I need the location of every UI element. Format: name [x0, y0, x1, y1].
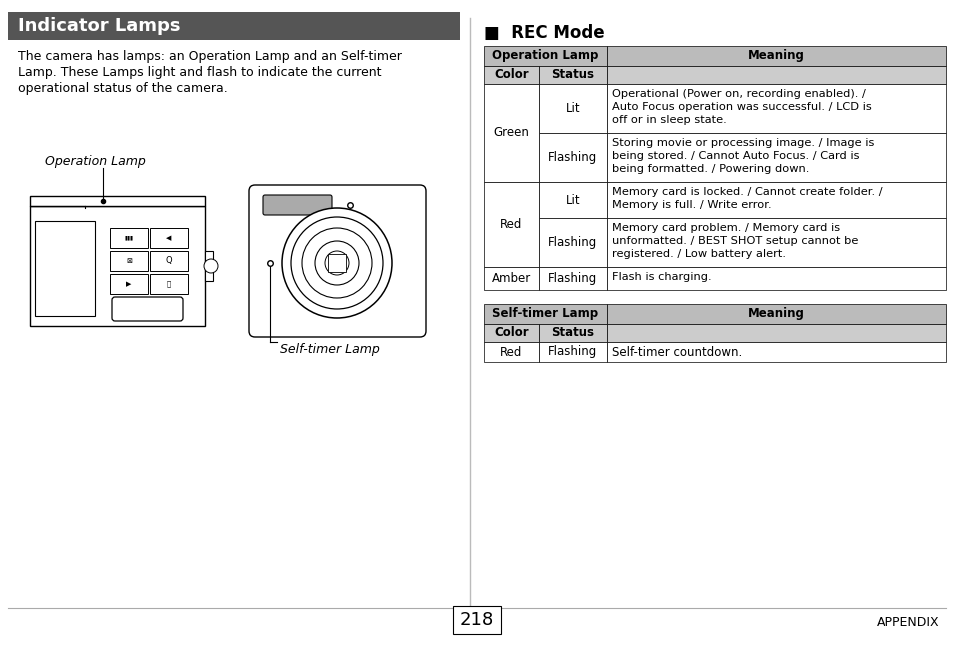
Text: Operation Lamp: Operation Lamp [492, 50, 598, 63]
Bar [538, 84, 606, 133]
Bar [606, 133, 945, 182]
Bar [483, 182, 538, 267]
Text: off or in sleep state.: off or in sleep state. [612, 115, 726, 125]
Bar [328, 254, 346, 272]
Text: ◀: ◀ [166, 235, 172, 241]
Bar [538, 133, 606, 182]
Text: Meaning: Meaning [747, 50, 804, 63]
Text: Storing movie or processing image. / Image is: Storing movie or processing image. / Ima… [612, 138, 874, 148]
Bar [606, 304, 945, 324]
Text: unformatted. / BEST SHOT setup cannot be: unformatted. / BEST SHOT setup cannot be [612, 236, 858, 246]
Text: ■  REC Mode: ■ REC Mode [483, 24, 604, 42]
Text: Self-timer Lamp: Self-timer Lamp [280, 342, 379, 355]
Circle shape [314, 241, 358, 285]
Text: Flashing: Flashing [548, 346, 597, 359]
Text: ⊠: ⊠ [126, 258, 132, 264]
Bar [8, 12, 459, 40]
Text: Color: Color [494, 326, 528, 340]
Text: Operation Lamp: Operation Lamp [45, 154, 146, 167]
Bar [35, 221, 95, 316]
Bar [538, 218, 606, 267]
Text: Status: Status [551, 326, 594, 340]
Text: Color: Color [494, 68, 528, 81]
Text: Lit: Lit [565, 102, 579, 115]
Circle shape [204, 259, 218, 273]
Bar [606, 46, 945, 66]
Bar [606, 84, 945, 133]
Bar [483, 84, 538, 182]
Circle shape [302, 228, 372, 298]
Text: Operational (Power on, recording enabled). /: Operational (Power on, recording enabled… [612, 89, 865, 99]
Bar [538, 267, 606, 290]
Circle shape [291, 217, 382, 309]
Circle shape [325, 251, 349, 275]
Text: Indicator Lamps: Indicator Lamps [18, 17, 180, 35]
FancyBboxPatch shape [249, 185, 426, 337]
Text: 218: 218 [459, 611, 494, 629]
Bar [30, 196, 205, 206]
Bar [483, 324, 538, 342]
Bar [110, 228, 148, 248]
Text: Flashing: Flashing [548, 272, 597, 285]
Bar [606, 324, 945, 342]
Bar [538, 324, 606, 342]
Text: Q: Q [166, 256, 172, 266]
Text: Lit: Lit [565, 194, 579, 207]
Text: ⬛: ⬛ [167, 281, 171, 287]
Bar [606, 218, 945, 267]
Bar [150, 228, 188, 248]
Text: Amber: Amber [492, 272, 531, 285]
Text: Red: Red [499, 218, 522, 231]
Circle shape [282, 208, 392, 318]
Bar [606, 182, 945, 218]
Text: Flashing: Flashing [548, 151, 597, 164]
Text: Green: Green [493, 127, 529, 140]
Bar [538, 182, 606, 218]
Text: registered. / Low battery alert.: registered. / Low battery alert. [612, 249, 785, 259]
Bar [150, 251, 188, 271]
Text: APPENDIX: APPENDIX [877, 616, 939, 629]
Text: Lamp. These Lamps light and flash to indicate the current: Lamp. These Lamps light and flash to ind… [18, 66, 381, 79]
Text: Self-timer countdown.: Self-timer countdown. [612, 346, 741, 359]
Text: The camera has lamps: an Operation Lamp and an Self-timer: The camera has lamps: an Operation Lamp … [18, 50, 401, 63]
Bar [483, 342, 538, 362]
Bar [606, 66, 945, 84]
Text: Meaning: Meaning [747, 307, 804, 320]
Bar [453, 606, 500, 634]
Bar [110, 274, 148, 294]
Bar [538, 66, 606, 84]
Bar [483, 267, 538, 290]
Bar [483, 304, 606, 324]
Text: being stored. / Cannot Auto Focus. / Card is: being stored. / Cannot Auto Focus. / Car… [612, 151, 859, 161]
Text: Memory card problem. / Memory card is: Memory card problem. / Memory card is [612, 223, 840, 233]
Bar [606, 267, 945, 290]
Text: Self-timer Lamp: Self-timer Lamp [492, 307, 598, 320]
Text: operational status of the camera.: operational status of the camera. [18, 82, 228, 95]
Text: Red: Red [499, 346, 522, 359]
Bar [483, 66, 538, 84]
Bar [110, 251, 148, 271]
Text: Status: Status [551, 68, 594, 81]
Text: Auto Focus operation was successful. / LCD is: Auto Focus operation was successful. / L… [612, 102, 871, 112]
Text: Flash is charging.: Flash is charging. [612, 272, 711, 282]
Text: being formatted. / Powering down.: being formatted. / Powering down. [612, 164, 808, 174]
Text: Flashing: Flashing [548, 236, 597, 249]
Bar [205, 251, 213, 281]
Text: Memory is full. / Write error.: Memory is full. / Write error. [612, 200, 771, 210]
Bar [483, 46, 606, 66]
FancyBboxPatch shape [263, 195, 332, 215]
Bar [538, 342, 606, 362]
Text: Memory card is locked. / Cannot create folder. /: Memory card is locked. / Cannot create f… [612, 187, 882, 197]
Bar [30, 206, 205, 326]
Text: ▶: ▶ [126, 281, 132, 287]
Bar [606, 342, 945, 362]
FancyBboxPatch shape [112, 297, 183, 321]
Text: ▮▮▮: ▮▮▮ [125, 236, 133, 240]
Bar [150, 274, 188, 294]
